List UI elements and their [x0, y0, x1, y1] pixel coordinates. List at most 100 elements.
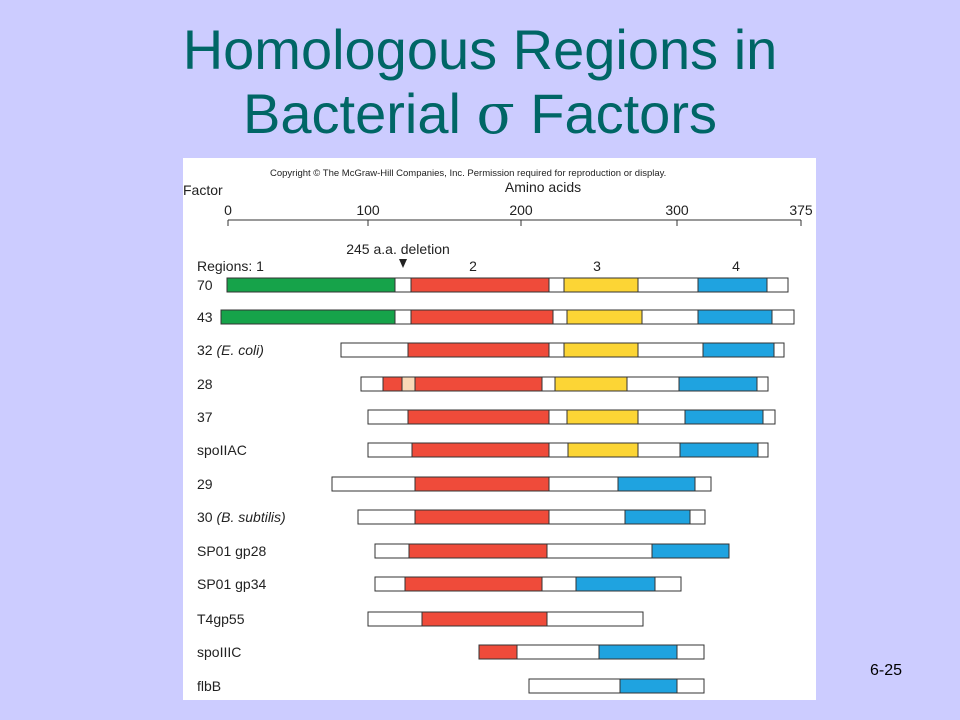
spacer-segment [367, 611, 423, 627]
region-4-segment [679, 442, 759, 458]
region-1-partial-segment [401, 376, 416, 392]
spacer-segment [374, 543, 410, 559]
region-2-segment [407, 409, 550, 425]
factor-label-row: SP01 gp28 [197, 543, 266, 559]
spacer-segment [357, 509, 416, 525]
factor-label-row: 29 [197, 476, 213, 492]
region-4-label: 4 [732, 258, 740, 274]
factor-label-row: 32 (E. coli) [197, 342, 264, 358]
spacer-segment [394, 277, 412, 293]
spacer-segment [548, 277, 565, 293]
page-number: 6-25 [870, 662, 903, 679]
factor-bar [331, 476, 712, 492]
region-1-segment [226, 277, 396, 293]
factor-label: Factor [183, 182, 223, 198]
factor-bar [357, 509, 706, 525]
region-2-segment [404, 576, 543, 592]
factor-label-row: 37 [197, 409, 213, 425]
spacer-segment [676, 644, 705, 660]
spacer-segment [548, 409, 568, 425]
spacer-segment [694, 476, 712, 492]
factor-label-row: spoIIAC [197, 442, 247, 458]
factor-name: SP01 gp34 [197, 576, 266, 592]
spacer-segment [367, 442, 413, 458]
spacer-segment [771, 309, 795, 325]
tick-label-0: 0 [224, 202, 232, 218]
factor-bar [374, 543, 730, 559]
deletion-arrow-icon [399, 259, 407, 268]
sigma-symbol: σ [476, 82, 515, 147]
factor-label-row: flbB [197, 678, 221, 694]
region-2-segment [382, 376, 403, 392]
region-3-segment [563, 277, 639, 293]
region-2-segment [411, 442, 550, 458]
factor-bar [478, 644, 705, 660]
amino-acid-axis [227, 219, 802, 226]
region-4-segment [598, 644, 678, 660]
factor-name: spoIIAC [197, 442, 247, 458]
factor-label-row: 30 (B. subtilis) [197, 509, 286, 525]
spacer-segment [773, 342, 785, 358]
factor-name: 30 [197, 509, 216, 525]
region-1-segment [220, 309, 396, 325]
spacer-segment [340, 342, 409, 358]
factor-name: flbB [197, 678, 221, 694]
tick-label-375: 375 [789, 202, 813, 218]
spacer-segment [548, 509, 626, 525]
region-4-segment [651, 543, 730, 559]
spacer-segment [548, 442, 569, 458]
title-line-2-start: Bacterial [243, 82, 477, 145]
factor-label-row: 28 [197, 376, 213, 392]
title-line-2-end: Factors [514, 82, 717, 145]
factor-label-row: SP01 gp34 [197, 576, 266, 592]
region-2-segment [408, 543, 548, 559]
spacer-segment [360, 376, 384, 392]
region-3-segment [566, 309, 643, 325]
tick-label-200: 200 [509, 202, 533, 218]
spacer-segment [637, 277, 699, 293]
region-3-segment [566, 409, 639, 425]
spacer-segment [541, 376, 556, 392]
region-4-segment [702, 342, 775, 358]
factor-organism: (E. coli) [216, 342, 263, 358]
factor-name: 43 [197, 309, 213, 325]
spacer-segment [546, 543, 653, 559]
spacer-segment [528, 678, 621, 694]
factor-label-row: spoIIIC [197, 644, 241, 660]
factor-bars [220, 277, 795, 694]
spacer-segment [374, 576, 406, 592]
spacer-segment [367, 409, 409, 425]
region-2-segment [410, 309, 554, 325]
region-2-segment [478, 644, 518, 660]
figure-svg: Copyright © The McGraw-Hill Companies, I… [183, 168, 813, 694]
factor-name: SP01 gp28 [197, 543, 266, 559]
copyright-notice: Copyright © The McGraw-Hill Companies, I… [270, 168, 666, 179]
region-3-segment [554, 376, 628, 392]
factor-name: 37 [197, 409, 213, 425]
sigma-factor-figure: Copyright © The McGraw-Hill Companies, I… [183, 158, 816, 700]
factor-bar [360, 376, 769, 392]
spacer-segment [637, 442, 681, 458]
factor-organism: (B. subtilis) [216, 509, 285, 525]
spacer-segment [689, 509, 706, 525]
factor-bar [374, 576, 682, 592]
factor-name: 29 [197, 476, 213, 492]
tick-label-300: 300 [665, 202, 689, 218]
factor-bar [367, 442, 769, 458]
spacer-segment [548, 476, 619, 492]
factor-label-row: 43 [197, 309, 213, 325]
spacer-segment [641, 309, 699, 325]
factor-bar [226, 277, 789, 293]
deletion-label: 245 a.a. deletion [346, 241, 450, 257]
spacer-segment [516, 644, 600, 660]
factor-label-row: T4gp55 [197, 611, 245, 627]
spacer-segment [331, 476, 416, 492]
factor-name: 28 [197, 376, 213, 392]
slide-title: Homologous Regions in Bacterial σ Factor… [0, 18, 960, 147]
spacer-segment [637, 409, 686, 425]
spacer-segment [637, 342, 704, 358]
spacer-segment [654, 576, 682, 592]
factor-label-row: 70 [197, 277, 213, 293]
spacer-segment [766, 277, 789, 293]
region-4-segment [697, 277, 768, 293]
